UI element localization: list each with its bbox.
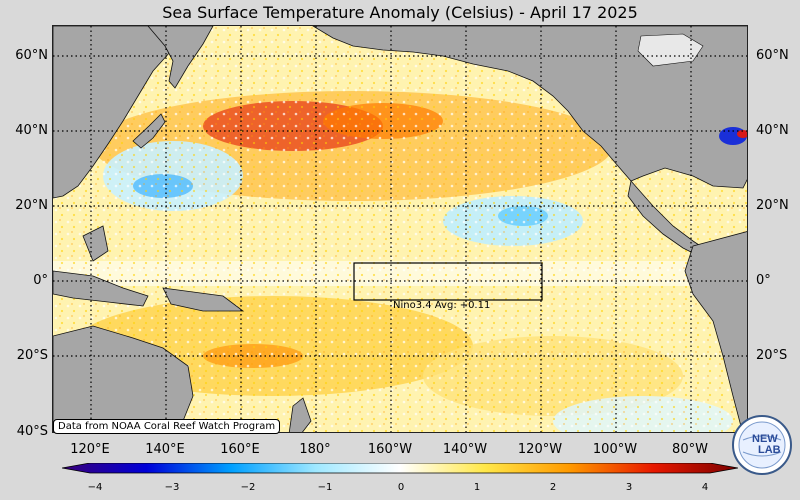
cbar-tick-neg3: −3 [164,482,180,493]
lon-label-80w: 80°W [672,442,708,457]
land-philippines [82,225,109,262]
cbar-tick-neg1: −1 [317,482,333,493]
lab-logo: NEW LAB [732,415,792,475]
lat-label-20s: 20°S [16,348,48,363]
logo-parallel [742,435,782,441]
land-australia [53,325,194,432]
lat-label-20s-right: 20°S [756,348,788,363]
colorbar-gradient [62,463,738,474]
lat-label-0-right: 0° [756,273,771,288]
lon-label-120w: 120°W [517,442,563,457]
logo-parallel-2 [742,451,782,457]
lon-label-100w: 100°W [592,442,638,457]
warm-anomaly-atlantic [737,130,747,138]
land-north-america [312,26,747,189]
map-title: Sea Surface Temperature Anomaly (Celsius… [162,3,638,22]
graticule [53,26,747,432]
logo-text-b: LAB [758,444,781,456]
lat-label-40n-right: 40°N [756,123,789,138]
cbar-tick-2: 2 [549,482,557,493]
nino34-label: Nino3.4 Avg: +0.11 [393,300,493,311]
lon-label-120e: 120°E [70,442,110,457]
cbar-tick-1: 1 [473,482,481,493]
lat-label-40n: 40°N [15,123,48,138]
logo-text-a: NEW [752,433,778,445]
lat-label-20n-right: 20°N [756,198,789,213]
lon-label-160w: 160°W [367,442,413,457]
sst-anomaly-map [52,25,748,433]
cbar-tick-3: 3 [625,482,633,493]
lon-label-140e: 140°E [145,442,185,457]
lat-label-0: 0° [33,273,48,288]
data-credit: Data from NOAA Coral Reef Watch Program [53,419,281,434]
lat-label-40s: 40°S [16,424,48,439]
land-ice [637,33,704,67]
land-south-america [684,231,747,432]
logo-globe [738,421,786,469]
map-svg [53,26,747,432]
cbar-tick-neg4: −4 [87,482,103,493]
lon-label-180: 180° [299,442,331,457]
colorbar [62,463,738,474]
landmasses [53,26,747,432]
lon-label-160e: 160°E [220,442,260,457]
land-new-guinea [162,287,245,312]
land-new-zealand [288,397,312,432]
lon-label-140w: 140°W [442,442,488,457]
cbar-tick-neg2: −2 [240,482,256,493]
nino34-label-text: Nino3.4 Avg: [393,300,457,311]
nino34-value: +0.11 [459,300,491,311]
nino34-box [353,262,543,301]
cbar-tick-0: 0 [397,482,405,493]
lat-label-20n: 20°N [15,198,48,213]
lat-label-60n: 60°N [15,48,48,63]
land-kamchatka [147,26,214,89]
lat-label-60n-right: 60°N [756,48,789,63]
cbar-tick-4: 4 [701,482,709,493]
land-indonesia [53,270,149,307]
